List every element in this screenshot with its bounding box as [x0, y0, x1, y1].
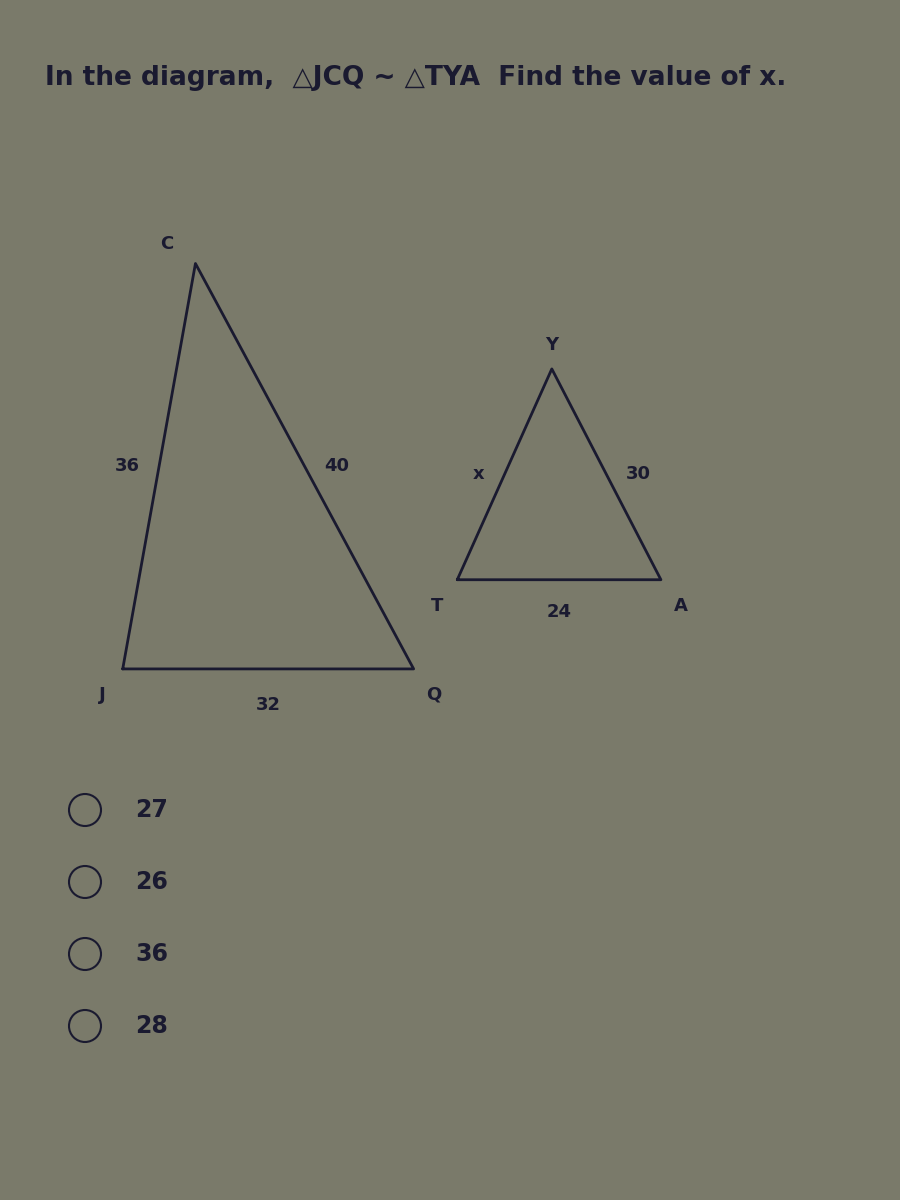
Text: 28: 28 [135, 1014, 168, 1038]
Text: 32: 32 [256, 696, 281, 714]
Text: A: A [674, 596, 688, 614]
Text: 40: 40 [324, 457, 349, 475]
Text: In the diagram,  △JCQ ~ △TYA  Find the value of x.: In the diagram, △JCQ ~ △TYA Find the val… [45, 65, 787, 91]
Text: 30: 30 [626, 466, 651, 484]
Text: T: T [431, 596, 443, 614]
Text: Y: Y [545, 336, 558, 354]
Text: x: x [472, 466, 484, 484]
Text: Q: Q [427, 686, 442, 704]
Text: 27: 27 [135, 798, 168, 822]
Text: 36: 36 [135, 942, 168, 966]
Text: J: J [99, 686, 105, 704]
Text: C: C [159, 235, 173, 253]
Text: 24: 24 [546, 604, 572, 622]
Text: 36: 36 [114, 457, 140, 475]
Text: 26: 26 [135, 870, 168, 894]
